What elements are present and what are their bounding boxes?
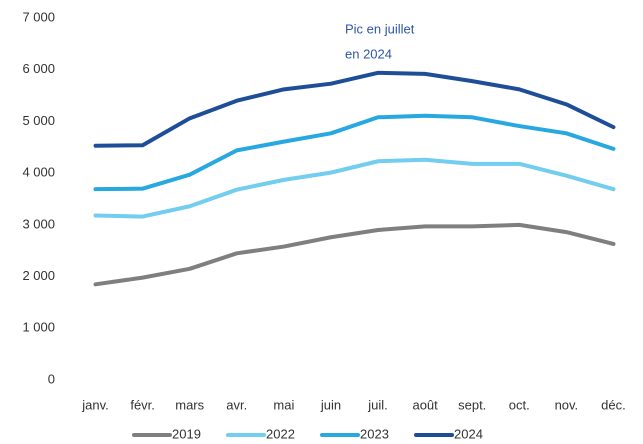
y-tick-label: 2 000 (22, 268, 55, 283)
y-tick-label: 6 000 (22, 61, 55, 76)
x-tick-label: mai (273, 397, 294, 412)
line-series (93, 70, 616, 148)
x-tick-label: sept. (458, 397, 486, 412)
y-tick-label: 4 000 (22, 165, 55, 180)
annotation: Pic en juillet (345, 21, 415, 36)
x-tick-label: oct. (509, 397, 530, 412)
legend-label: 2023 (360, 426, 389, 441)
x-tick-label: juil. (367, 397, 388, 412)
legend-label: 2022 (266, 426, 295, 441)
line-series (93, 222, 616, 287)
y-tick-label: 3 000 (22, 216, 55, 231)
x-tick-label: nov. (555, 397, 579, 412)
y-tick-label: 1 000 (22, 320, 55, 335)
x-tick-label: déc. (601, 397, 626, 412)
x-tick-label: juin (320, 397, 341, 412)
x-tick-label: mars (175, 397, 204, 412)
legend-label: 2024 (454, 426, 483, 441)
x-tick-label: août (412, 397, 438, 412)
y-tick-label: 7 000 (22, 9, 55, 24)
line-series (93, 157, 616, 219)
line-series (93, 113, 616, 192)
annotation: en 2024 (345, 46, 392, 61)
x-tick-label: janv. (81, 397, 109, 412)
legend-label: 2019 (172, 426, 201, 441)
y-tick-label: 0 (48, 371, 55, 386)
x-tick-label: avr. (226, 397, 247, 412)
y-tick-label: 5 000 (22, 113, 55, 128)
x-tick-label: févr. (130, 397, 155, 412)
